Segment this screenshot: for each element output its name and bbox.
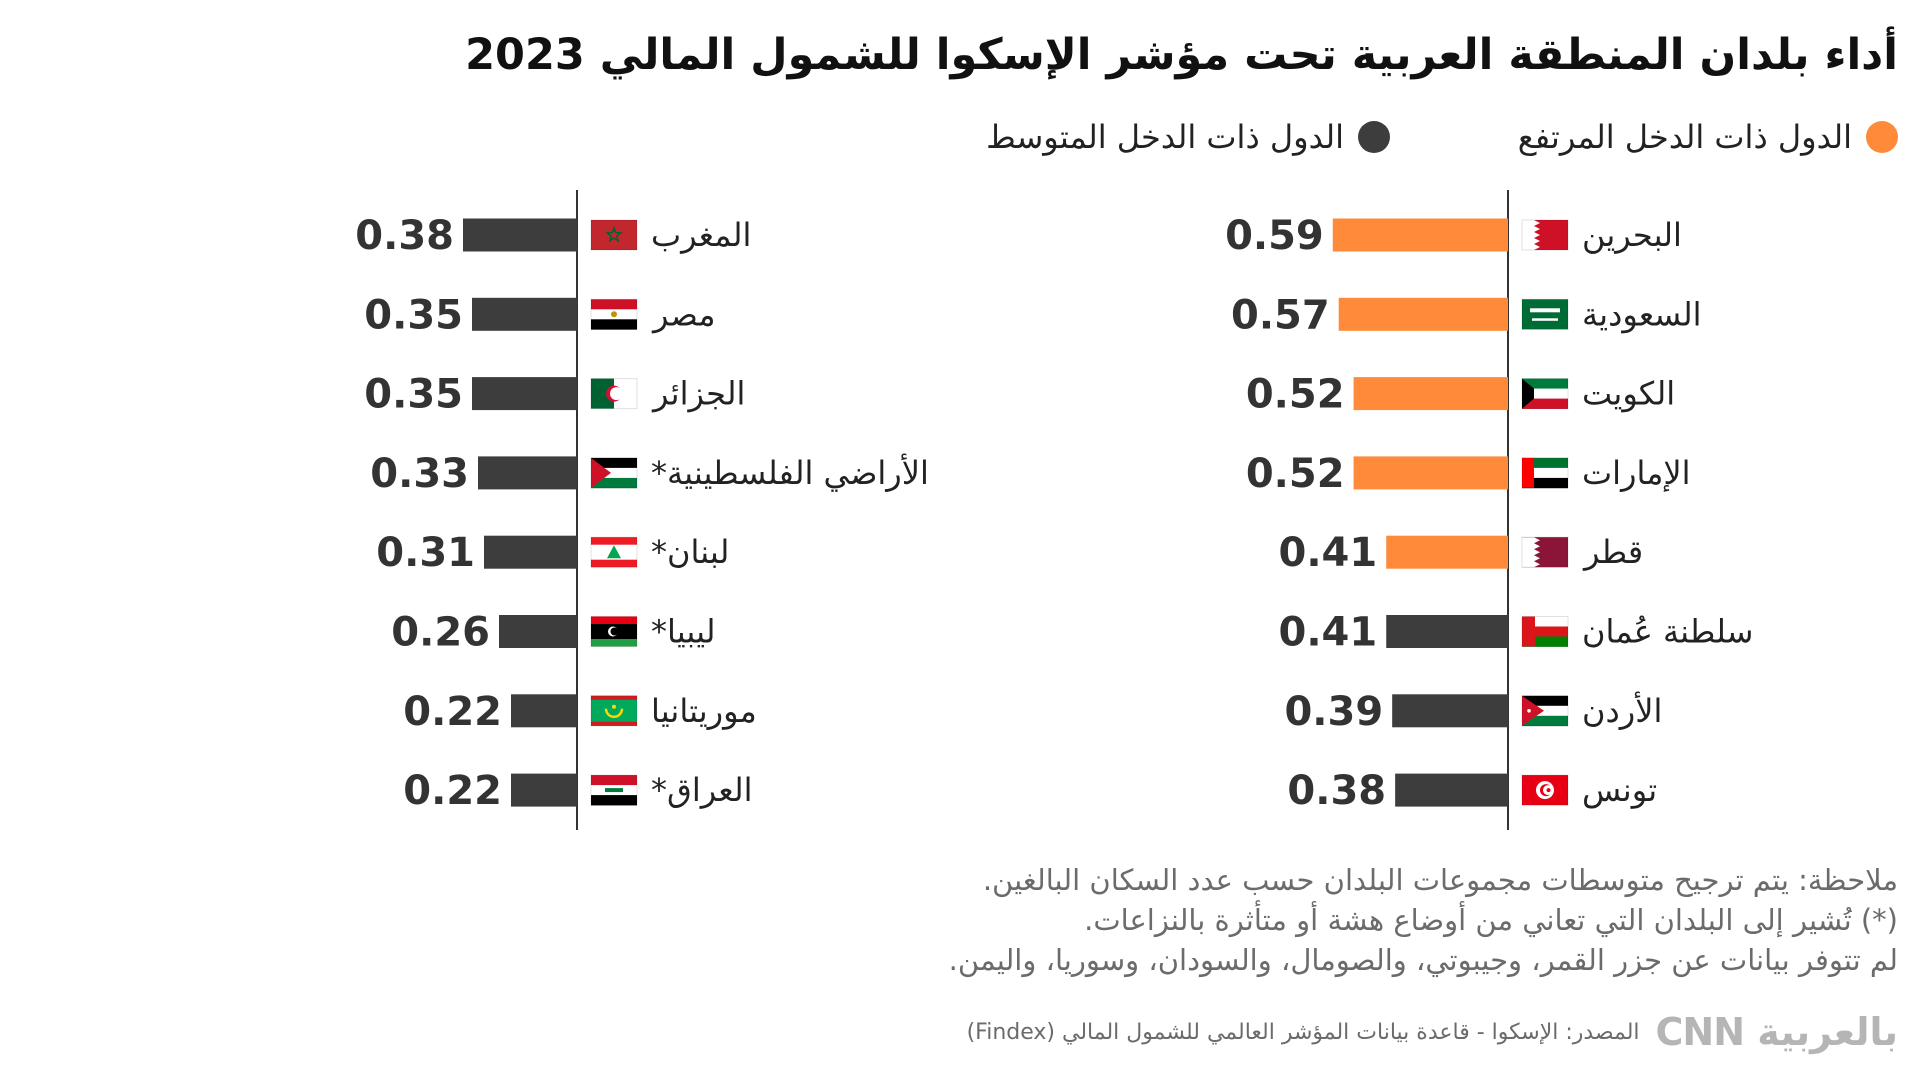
value-label: 0.35 [364,292,463,338]
oman-flag [1521,616,1569,647]
value-label: 0.33 [370,451,469,497]
bar [1338,297,1508,331]
category-label: المغرب [651,216,751,254]
bar [1353,377,1508,411]
value-label: 0.31 [376,530,475,576]
cnn-arabic-logo: بالعربية CNN [1655,1010,1899,1054]
category-label: موريتانيا [651,692,757,730]
legend-item-middle-income: الدول ذات الدخل المتوسط [986,118,1390,156]
value-label: 0.52 [1246,451,1345,497]
bar [484,535,577,569]
bar [1386,615,1508,648]
tunisia-flag [1521,774,1569,806]
note-fragile: (*) تُشير إلى البلدان التي تعاني من أوضا… [1084,903,1898,937]
value-label: 0.22 [403,689,502,735]
bar [472,377,577,411]
value-label: 0.39 [1284,689,1383,735]
legend-label-high-income: الدول ذات الدخل المرتفع [1517,118,1852,156]
category-label: الكويت [1582,375,1675,413]
qatar-flag [1521,536,1569,568]
category-label: ليبيا* [651,613,715,651]
notes: ملاحظة: يتم ترجيح متوسطات مجموعات البلدا… [18,860,1898,980]
category-label: الأراضي الفلسطينية* [651,453,929,492]
value-label: 0.35 [364,372,463,418]
bahrain-flag [1521,219,1569,251]
saudi-arabia-flag [1521,298,1569,330]
bar [1392,694,1508,728]
bar [478,456,577,490]
iraq-flag [590,774,638,806]
category-label: سلطنة عُمان [1582,613,1753,651]
bar [463,218,577,252]
libya-flag [590,616,638,647]
bar [499,615,577,648]
category-label: العراق* [651,771,752,809]
bar [1386,535,1508,569]
legend-label-middle-income: الدول ذات الدخل المتوسط [986,118,1344,156]
legend-item-high-income: الدول ذات الدخل المرتفع [1518,118,1898,156]
bar [1332,218,1508,252]
note-weighting: ملاحظة: يتم ترجيح متوسطات مجموعات البلدا… [982,863,1898,897]
bar [511,694,577,728]
value-label: 0.26 [391,610,490,656]
legend-dot-high-income [1866,121,1898,153]
value-label: 0.38 [355,213,454,259]
chart-title: أداء بلدان المنطقة العربية تحت مؤشر الإس… [465,30,1898,80]
bar [1395,773,1508,807]
value-label: 0.59 [1225,213,1324,259]
mauritania-flag [590,695,638,727]
note-missing-data: لم تتوفر بيانات عن جزر القمر، وجيبوتي، و… [948,943,1898,977]
bar [472,297,577,331]
jordan-flag [1521,695,1569,727]
category-label: مصر [651,295,716,333]
category-label: قطر [1582,533,1643,571]
algeria-flag [590,378,638,410]
bar-chart: 0.59 البحرين 0.57 السعودية 0.52 الكويت 0.52 الإ… [355,190,1753,830]
legend-dot-middle-income [1358,121,1390,153]
category-label: الأردن [1582,691,1662,730]
category-label: البحرين [1582,216,1682,254]
bar [511,773,577,807]
palestine-flag [590,457,638,489]
lebanon-flag [590,536,638,568]
category-label: السعودية [1582,295,1701,333]
footer: بالعربية CNN المصدر: الإسكوا - قاعدة بيا… [966,1010,1899,1054]
egypt-flag [590,298,638,330]
value-label: 0.52 [1246,372,1345,418]
source-text: المصدر: الإسكوا - قاعدة بيانات المؤشر ال… [966,1019,1640,1045]
value-label: 0.22 [403,768,502,814]
category-label: تونس [1582,771,1657,809]
value-label: 0.41 [1279,530,1378,576]
value-label: 0.41 [1279,610,1378,656]
category-label: لبنان* [651,533,729,571]
morocco-flag [590,219,638,251]
category-label: الجزائر [651,375,745,413]
value-label: 0.38 [1287,768,1386,814]
value-label: 0.57 [1231,292,1330,338]
category-label: الإمارات [1582,454,1691,492]
kuwait-flag [1521,378,1569,410]
bar [1353,456,1508,490]
uae-flag [1521,457,1569,489]
